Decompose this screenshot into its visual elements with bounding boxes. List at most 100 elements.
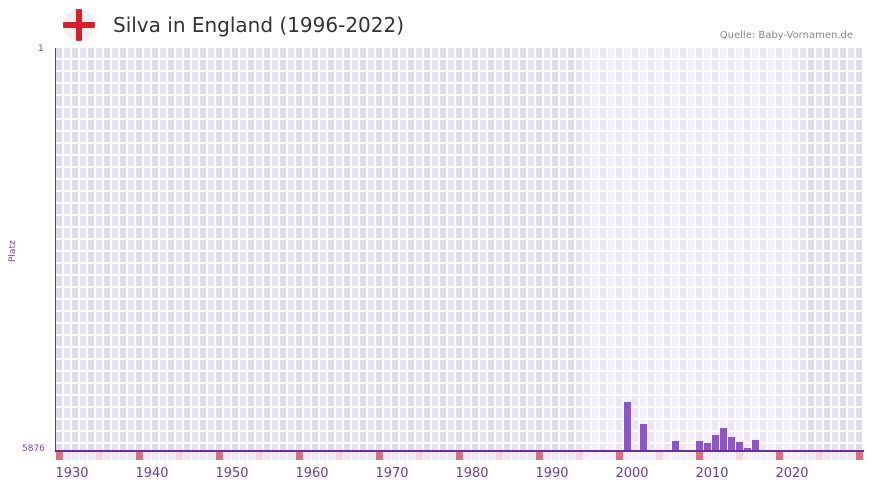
bar-2010[interactable] [712,435,719,450]
year-marker [72,451,79,460]
year-marker [544,451,551,460]
year-marker [704,451,711,460]
bar-1999[interactable] [624,401,631,450]
grid-column [744,48,752,450]
x-tick-1980: 1980 [455,466,489,481]
grid-column [272,48,280,450]
grid-column [192,48,200,450]
year-marker [144,451,151,460]
year-marker [296,451,303,460]
year-marker [408,451,415,460]
year-marker [288,451,295,460]
grid-column [648,48,656,450]
bar-2012[interactable] [728,436,735,450]
year-marker [272,451,279,460]
year-marker [696,451,703,460]
grid-column [560,48,568,450]
x-tick-2000: 2000 [615,466,649,481]
year-marker [552,451,559,460]
grid-column [600,48,608,450]
grid-column [816,48,824,450]
year-marker [440,451,447,460]
year-marker [560,451,567,460]
grid-column [520,48,528,450]
grid-column [144,48,152,450]
grid-column [128,48,136,450]
grid-column [240,48,248,450]
year-marker [768,451,775,460]
year-marker [232,451,239,460]
grid-column [584,48,592,450]
grid-column [328,48,336,450]
year-marker [384,451,391,460]
bar-2014[interactable] [744,448,751,450]
grid-column [656,48,664,450]
grid-column [528,48,536,450]
grid-column [208,48,216,450]
year-marker [64,451,71,460]
grid-column [688,48,696,450]
year-marker [304,451,311,460]
year-marker [856,451,863,460]
grid-column [840,48,848,450]
grid-column [432,48,440,450]
grid-column [56,48,64,450]
grid-column [336,48,344,450]
grid-column [80,48,88,450]
grid-column [488,48,496,450]
grid-column [176,48,184,450]
year-marker [744,451,751,460]
grid-column [672,48,680,450]
year-marker [816,451,823,460]
y-axis-line [55,48,56,451]
year-marker [672,451,679,460]
year-marker [96,451,103,460]
bar-2005[interactable] [672,441,679,450]
year-marker [832,451,839,460]
year-marker [584,451,591,460]
year-marker [320,451,327,460]
year-marker [480,451,487,460]
bar-2001[interactable] [640,423,647,450]
grid-column [376,48,384,450]
grid-column [808,48,816,450]
bar-2011[interactable] [720,428,727,450]
grid-column [832,48,840,450]
bar-2009[interactable] [704,442,711,450]
year-marker [432,451,439,460]
bar-2013[interactable] [736,441,743,450]
year-marker [128,451,135,460]
plot-area [56,48,864,450]
year-marker [648,451,655,460]
grid-column [408,48,416,450]
grid-column [480,48,488,450]
x-tick-1950: 1950 [215,466,249,481]
year-marker [160,451,167,460]
grid-column [360,48,368,450]
year-marker [376,451,383,460]
grid-column [592,48,600,450]
grid-column [224,48,232,450]
grid-column [440,48,448,450]
year-marker [312,451,319,460]
grid-column [640,48,648,450]
year-marker [264,451,271,460]
x-tick-2020: 2020 [775,466,809,481]
year-marker [840,451,847,460]
grid-column [544,48,552,450]
grid-column [664,48,672,450]
y-tick-bottom: 5876 [22,444,45,454]
grid-column [456,48,464,450]
year-marker [176,451,183,460]
year-marker [136,451,143,460]
bar-2008[interactable] [696,441,703,450]
bar-2015[interactable] [752,439,759,450]
year-marker [368,451,375,460]
year-marker [600,451,607,460]
grid-column [384,48,392,450]
grid-column [504,48,512,450]
year-marker [536,451,543,460]
year-marker [464,451,471,460]
y-axis-title: Platz [8,240,18,262]
grid-column [784,48,792,450]
